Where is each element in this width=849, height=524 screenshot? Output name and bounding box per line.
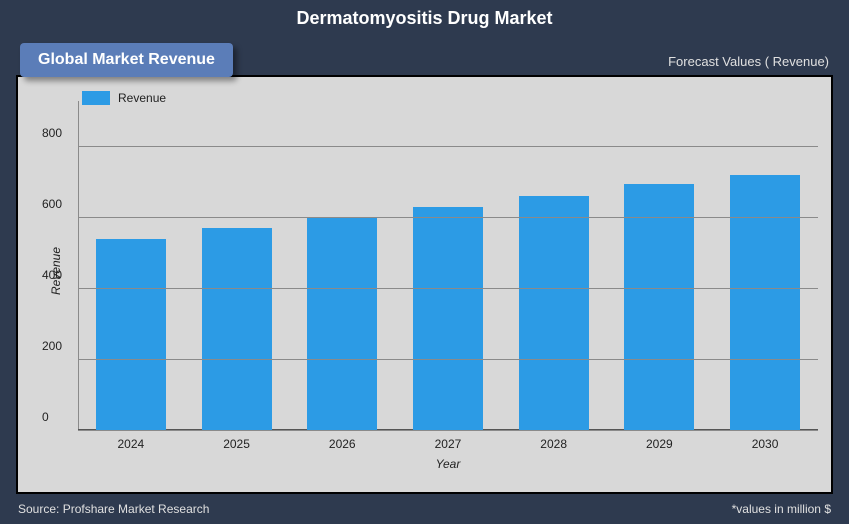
bar-row: 2024 2025 2026 2027 2028 2029 2030 [78, 111, 818, 431]
chart-legend: Revenue [82, 91, 811, 105]
grid-line [78, 146, 818, 147]
x-tick-label: 2029 [646, 437, 673, 451]
x-tick-label: 2030 [752, 437, 779, 451]
bar-slot: 2028 [519, 196, 589, 431]
chart-frame: Revenue Revenue Year 2024202520262027202… [16, 75, 833, 494]
grid-line [78, 359, 818, 360]
bar-slot: 2027 [413, 207, 483, 431]
y-tick-label: 200 [42, 339, 62, 353]
x-tick-label: 2025 [223, 437, 250, 451]
x-tick-label: 2027 [435, 437, 462, 451]
grid-line [78, 430, 818, 431]
legend-swatch [82, 91, 110, 105]
page-title: Dermatomyositis Drug Market [0, 8, 849, 29]
grid-line [78, 288, 818, 289]
bar [730, 175, 800, 431]
market-badge: Global Market Revenue [20, 43, 233, 77]
grid-line [78, 217, 818, 218]
y-tick-label: 600 [42, 197, 62, 211]
y-tick-label: 800 [42, 126, 62, 140]
bar-slot: 2024 [96, 239, 166, 431]
x-axis-label: Year [436, 457, 461, 471]
bar-slot: 2030 [730, 175, 800, 431]
legend-label: Revenue [118, 91, 166, 105]
forecast-label: Forecast Values ( Revenue) [668, 54, 829, 71]
bar [96, 239, 166, 431]
bar-slot: 2025 [202, 228, 272, 431]
x-tick-label: 2028 [540, 437, 567, 451]
bar [519, 196, 589, 431]
footer: Source: Profshare Market Research *value… [0, 498, 849, 524]
bar [413, 207, 483, 431]
title-bar: Dermatomyositis Drug Market [0, 0, 849, 35]
values-note: *values in million $ [732, 502, 831, 516]
bar-slot: 2026 [307, 218, 377, 431]
source-text: Source: Profshare Market Research [18, 502, 209, 516]
bar [307, 218, 377, 431]
chart-plot: Revenue Year 202420252026202720282029203… [78, 111, 818, 431]
bar [202, 228, 272, 431]
bar [624, 184, 694, 431]
bar-slot: 2029 [624, 184, 694, 431]
subheader: Global Market Revenue Forecast Values ( … [0, 35, 849, 71]
x-tick-label: 2024 [117, 437, 144, 451]
x-tick-label: 2026 [329, 437, 356, 451]
y-tick-label: 0 [42, 410, 49, 424]
y-tick-label: 400 [42, 268, 62, 282]
